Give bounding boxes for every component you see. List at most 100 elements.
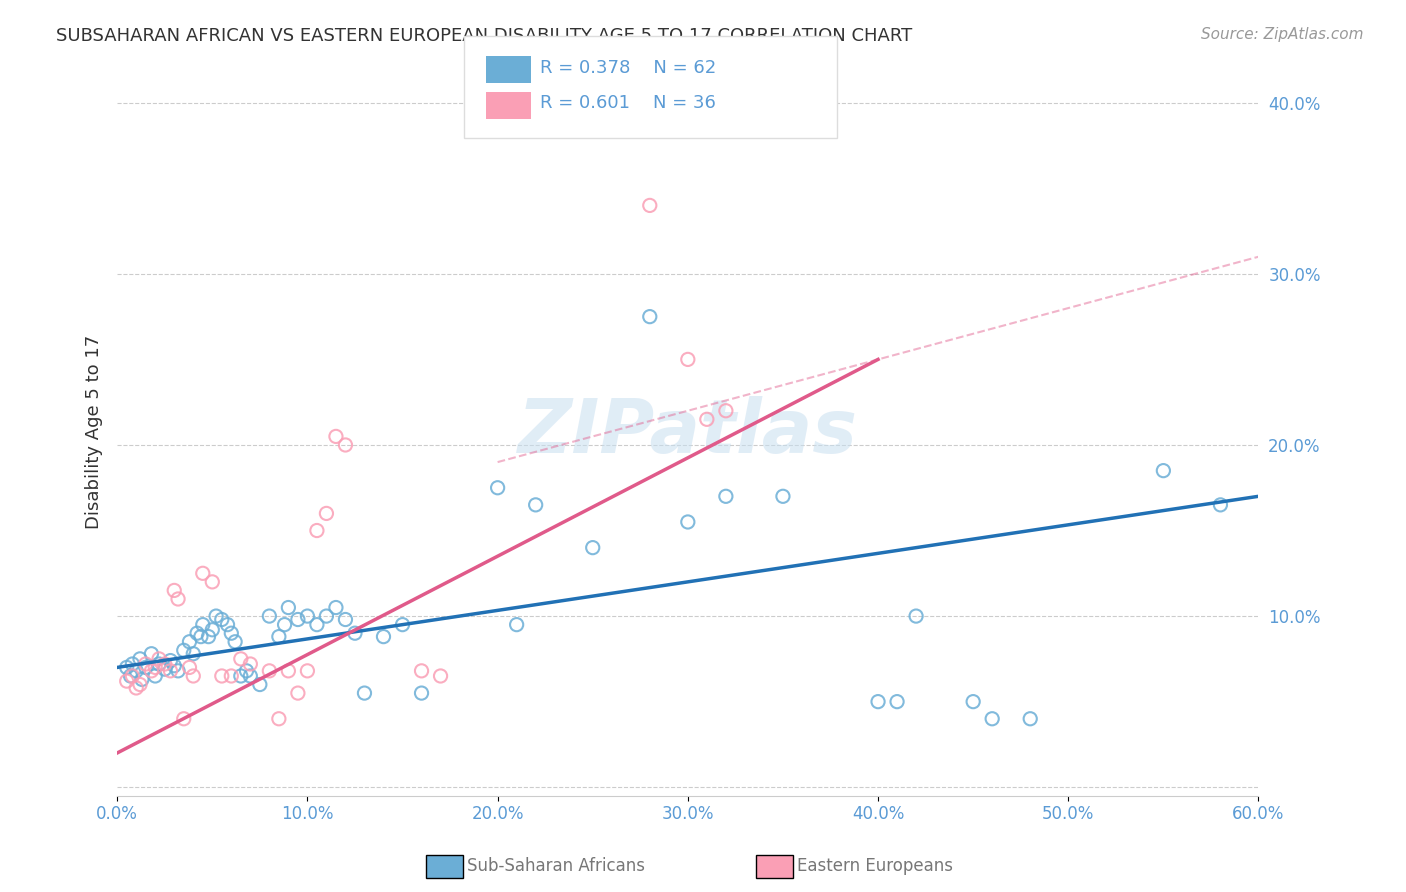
Point: [211, 669, 233, 683]
Point: [1152, 464, 1174, 478]
Point: [273, 617, 295, 632]
Point: [163, 583, 186, 598]
Point: [205, 609, 228, 624]
Point: [315, 609, 337, 624]
Point: [277, 664, 299, 678]
Point: [962, 695, 984, 709]
Point: [411, 686, 433, 700]
Point: [287, 613, 309, 627]
Point: [235, 664, 257, 678]
Text: R = 0.378    N = 62: R = 0.378 N = 62: [540, 59, 716, 77]
Point: [115, 660, 138, 674]
Point: [153, 662, 176, 676]
Point: [229, 652, 252, 666]
Point: [325, 429, 347, 443]
Point: [267, 630, 290, 644]
Point: [141, 647, 163, 661]
Point: [429, 669, 451, 683]
Point: [197, 630, 219, 644]
Point: [221, 626, 243, 640]
Point: [143, 669, 166, 683]
Point: [173, 712, 195, 726]
Point: [267, 712, 290, 726]
Point: [167, 664, 190, 678]
Point: [167, 591, 190, 606]
Text: ZIPatlas: ZIPatlas: [517, 396, 858, 468]
Point: [868, 695, 890, 709]
Point: [353, 686, 375, 700]
Point: [125, 681, 148, 695]
Point: [201, 574, 224, 589]
Point: [277, 600, 299, 615]
Point: [121, 657, 143, 671]
Text: Sub-Saharan Africans: Sub-Saharan Africans: [467, 857, 645, 875]
Point: [143, 660, 166, 674]
Y-axis label: Disability Age 5 to 17: Disability Age 5 to 17: [86, 335, 103, 529]
Point: [391, 617, 413, 632]
Point: [190, 630, 212, 644]
Point: [524, 498, 547, 512]
Point: [297, 664, 319, 678]
Point: [179, 634, 201, 648]
Point: [186, 626, 208, 640]
Point: [287, 686, 309, 700]
Point: [163, 658, 186, 673]
Point: [696, 412, 718, 426]
Point: [676, 515, 699, 529]
Point: [148, 652, 170, 666]
Point: [115, 674, 138, 689]
Text: Source: ZipAtlas.com: Source: ZipAtlas.com: [1201, 27, 1364, 42]
Point: [141, 664, 163, 678]
Point: [135, 657, 157, 671]
Text: Eastern Europeans: Eastern Europeans: [797, 857, 953, 875]
Point: [179, 660, 201, 674]
Point: [131, 673, 153, 687]
Point: [886, 695, 908, 709]
Point: [505, 617, 527, 632]
Point: [191, 617, 214, 632]
Point: [772, 489, 794, 503]
Point: [217, 617, 239, 632]
Point: [191, 566, 214, 581]
Point: [181, 669, 204, 683]
Point: [325, 600, 347, 615]
Point: [135, 660, 157, 674]
Point: [129, 652, 152, 666]
Point: [411, 664, 433, 678]
Point: [211, 613, 233, 627]
Point: [714, 489, 737, 503]
Point: [249, 677, 271, 691]
Point: [638, 198, 661, 212]
Point: [676, 352, 699, 367]
Point: [905, 609, 928, 624]
Point: [181, 647, 204, 661]
Point: [981, 712, 1004, 726]
Point: [153, 657, 176, 671]
Point: [486, 481, 509, 495]
Point: [305, 524, 328, 538]
Point: [201, 623, 224, 637]
Text: SUBSAHARAN AFRICAN VS EASTERN EUROPEAN DISABILITY AGE 5 TO 17 CORRELATION CHART: SUBSAHARAN AFRICAN VS EASTERN EUROPEAN D…: [56, 27, 912, 45]
Point: [173, 643, 195, 657]
Point: [1019, 712, 1042, 726]
Point: [159, 664, 181, 678]
Point: [259, 664, 281, 678]
Point: [315, 507, 337, 521]
Point: [373, 630, 395, 644]
Point: [638, 310, 661, 324]
Text: R = 0.601    N = 36: R = 0.601 N = 36: [540, 95, 716, 112]
Point: [343, 626, 366, 640]
Point: [129, 677, 152, 691]
Point: [259, 609, 281, 624]
Point: [335, 438, 357, 452]
Point: [221, 669, 243, 683]
Point: [239, 669, 262, 683]
Point: [1209, 498, 1232, 512]
Point: [229, 669, 252, 683]
Point: [335, 613, 357, 627]
Point: [239, 657, 262, 671]
Point: [121, 669, 143, 683]
Point: [148, 657, 170, 671]
Point: [125, 664, 148, 678]
Point: [582, 541, 605, 555]
